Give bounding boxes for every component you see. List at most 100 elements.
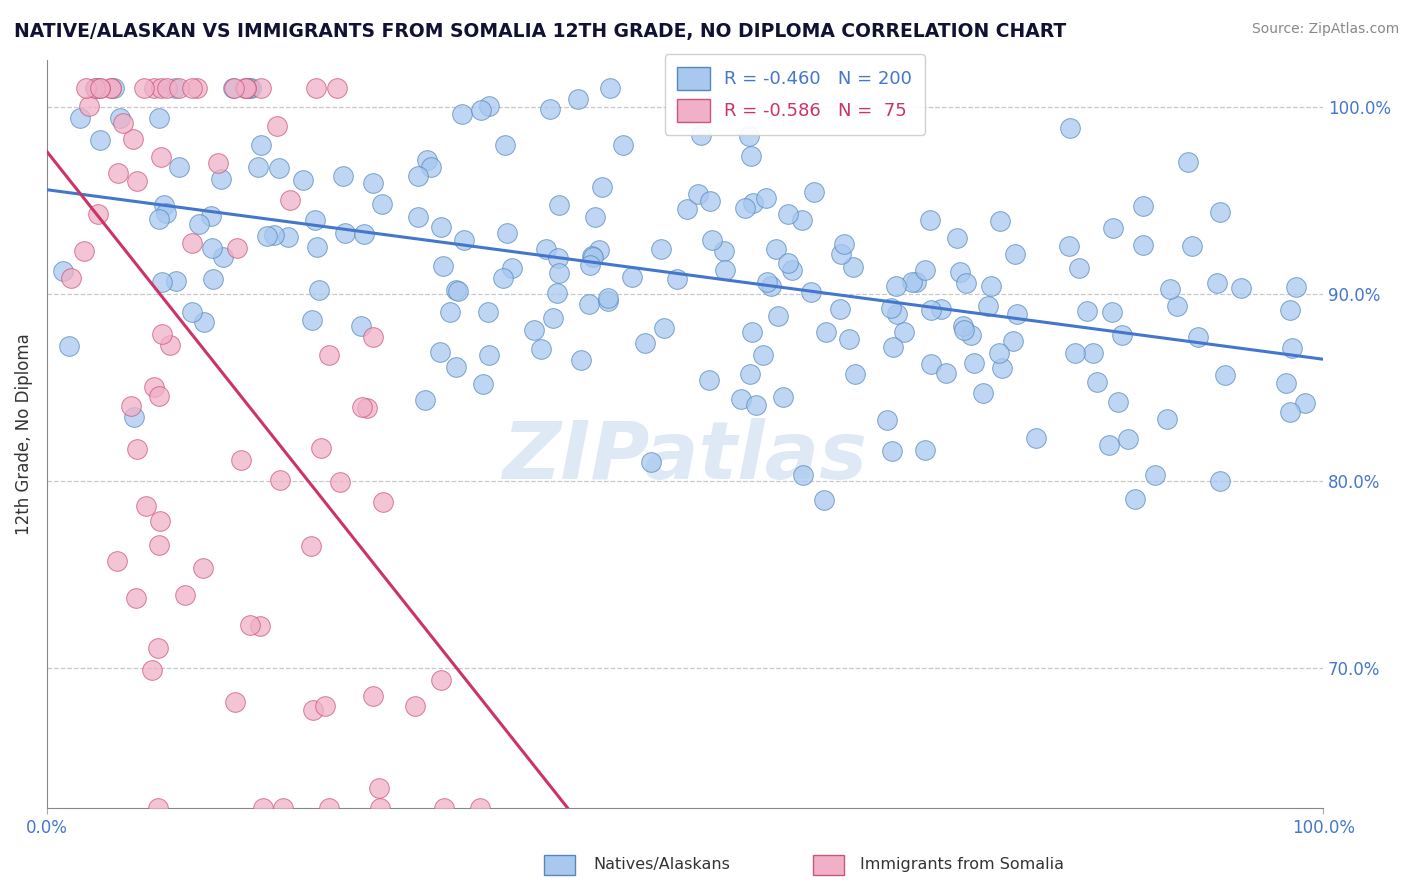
Point xyxy=(432,259,454,273)
Point xyxy=(800,285,823,300)
Point xyxy=(620,269,643,284)
Point xyxy=(152,198,174,212)
Point xyxy=(588,243,610,257)
Point xyxy=(318,349,340,363)
Point xyxy=(124,591,146,605)
Point xyxy=(547,198,569,212)
Point xyxy=(876,413,898,427)
Point xyxy=(269,161,291,175)
Point xyxy=(980,279,1002,293)
Point xyxy=(477,305,499,319)
Point xyxy=(1156,412,1178,426)
Point xyxy=(1294,396,1316,410)
Point xyxy=(730,392,752,406)
Point xyxy=(415,393,437,408)
Point xyxy=(1123,491,1146,506)
Point xyxy=(538,102,561,116)
Point xyxy=(430,220,453,235)
Point xyxy=(935,367,957,381)
Point xyxy=(952,318,974,333)
Point xyxy=(304,213,326,227)
Point xyxy=(583,211,606,225)
Point xyxy=(1132,199,1154,213)
Point xyxy=(1278,302,1301,317)
Point xyxy=(169,160,191,174)
Point xyxy=(1004,247,1026,261)
Point xyxy=(132,81,155,95)
Point xyxy=(361,176,384,190)
Point xyxy=(900,276,922,290)
Point xyxy=(148,640,170,655)
Point xyxy=(495,227,517,241)
Point xyxy=(326,81,349,95)
Point xyxy=(530,342,553,356)
Point xyxy=(451,107,474,121)
Point xyxy=(686,187,709,202)
Point xyxy=(953,323,976,337)
Point xyxy=(155,206,177,220)
Point xyxy=(478,99,501,113)
Point xyxy=(772,390,794,404)
Point xyxy=(278,193,301,207)
Point xyxy=(905,275,928,289)
Point xyxy=(478,348,501,362)
Point xyxy=(135,499,157,513)
Point xyxy=(792,467,814,482)
Point xyxy=(263,228,285,243)
Point xyxy=(352,400,374,414)
Point xyxy=(235,81,257,95)
Point xyxy=(318,801,340,815)
Point xyxy=(156,81,179,95)
Point xyxy=(149,81,172,95)
Point xyxy=(150,326,173,341)
Point xyxy=(368,801,391,815)
Point xyxy=(1205,276,1227,290)
Point xyxy=(112,116,135,130)
Point xyxy=(813,492,835,507)
Text: NATIVE/ALASKAN VS IMMIGRANTS FROM SOMALIA 12TH GRADE, NO DIPLOMA CORRELATION CHA: NATIVE/ALASKAN VS IMMIGRANTS FROM SOMALI… xyxy=(14,22,1066,41)
Point xyxy=(1166,299,1188,313)
Point xyxy=(361,689,384,703)
Point xyxy=(1057,239,1080,253)
Text: Immigrants from Somalia: Immigrants from Somalia xyxy=(860,857,1064,872)
Point xyxy=(596,291,619,305)
Point xyxy=(598,293,620,308)
Point xyxy=(69,111,91,125)
Point xyxy=(224,695,246,709)
Point xyxy=(143,379,166,393)
Point xyxy=(350,319,373,334)
Point xyxy=(308,283,330,297)
Point xyxy=(201,272,224,286)
Point xyxy=(987,345,1010,359)
Point xyxy=(1076,303,1098,318)
Point xyxy=(77,98,100,112)
Point xyxy=(991,360,1014,375)
Point xyxy=(1159,282,1181,296)
Point xyxy=(416,153,439,168)
Y-axis label: 12th Grade, No Diploma: 12th Grade, No Diploma xyxy=(15,334,32,535)
Point xyxy=(314,699,336,714)
Point xyxy=(960,328,983,343)
Point xyxy=(756,276,779,290)
Point xyxy=(699,373,721,387)
Point xyxy=(146,801,169,815)
Point xyxy=(700,233,723,247)
Point xyxy=(1102,221,1125,235)
Point xyxy=(740,149,762,163)
Point xyxy=(127,442,149,457)
Point xyxy=(356,401,378,415)
Point xyxy=(307,240,329,254)
Point xyxy=(844,367,866,381)
Point xyxy=(920,357,942,371)
Point xyxy=(59,271,82,285)
Point xyxy=(578,296,600,310)
Point xyxy=(634,336,657,351)
Point xyxy=(1067,260,1090,275)
Point xyxy=(1107,395,1129,409)
Point xyxy=(89,133,111,147)
Point xyxy=(240,81,263,95)
Point xyxy=(713,244,735,258)
Point xyxy=(1025,431,1047,445)
Point xyxy=(142,81,165,95)
Point xyxy=(790,212,813,227)
